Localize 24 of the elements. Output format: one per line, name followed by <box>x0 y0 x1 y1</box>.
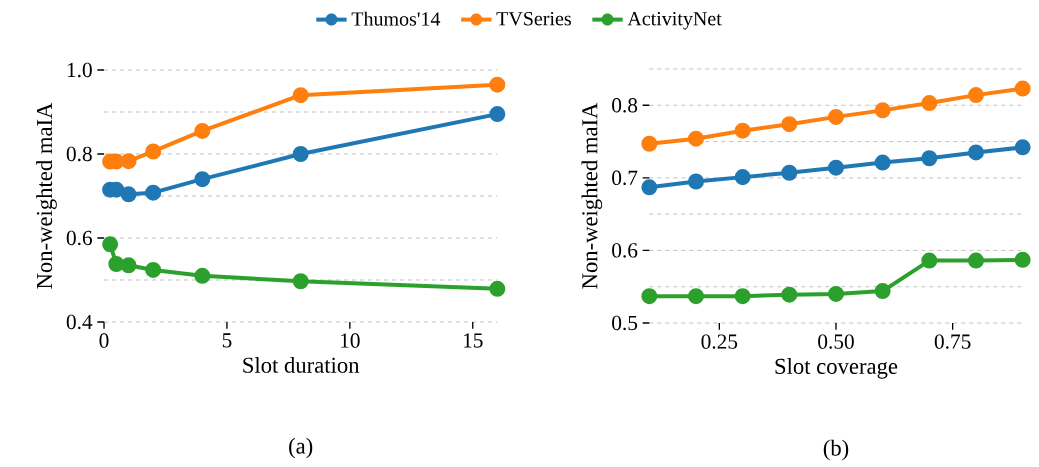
y-axis-title: Non-weighted maIA <box>581 102 603 289</box>
x-axis-title: Slot duration <box>243 356 360 373</box>
x-tick-label: 0.25 <box>701 334 738 349</box>
y-tick-label: 0.6 <box>612 243 638 258</box>
x-tick-label: 10 <box>341 333 360 348</box>
legend-label: ActivityNet <box>627 11 722 30</box>
y-tick-label: 0.4 <box>66 314 93 330</box>
y-tick-label: 0.5 <box>612 315 638 331</box>
y-tick-label: 0.6 <box>66 230 92 246</box>
y-tick-label: 0.8 <box>612 98 638 113</box>
y-axis-title: Non-weighted maIA <box>36 102 57 289</box>
text: (b) <box>823 439 849 461</box>
y-tick-label: 0.7 <box>612 170 638 186</box>
x-tick-label: 0.50 <box>818 334 854 349</box>
x-tick-label: 15 <box>463 333 483 348</box>
y-tick-label: 1.0 <box>67 62 92 78</box>
text: (a) <box>289 437 313 459</box>
y-tick-label: 0.8 <box>66 146 92 162</box>
x-axis-title: Slot coverage <box>775 358 898 379</box>
legend-label: Thumos'14 <box>351 11 441 26</box>
x-tick-label: 5 <box>222 333 232 348</box>
x-tick-label: 0.75 <box>934 334 971 349</box>
x-tick-label: 0 <box>99 333 109 348</box>
legend-label: TVSeries <box>496 11 571 26</box>
